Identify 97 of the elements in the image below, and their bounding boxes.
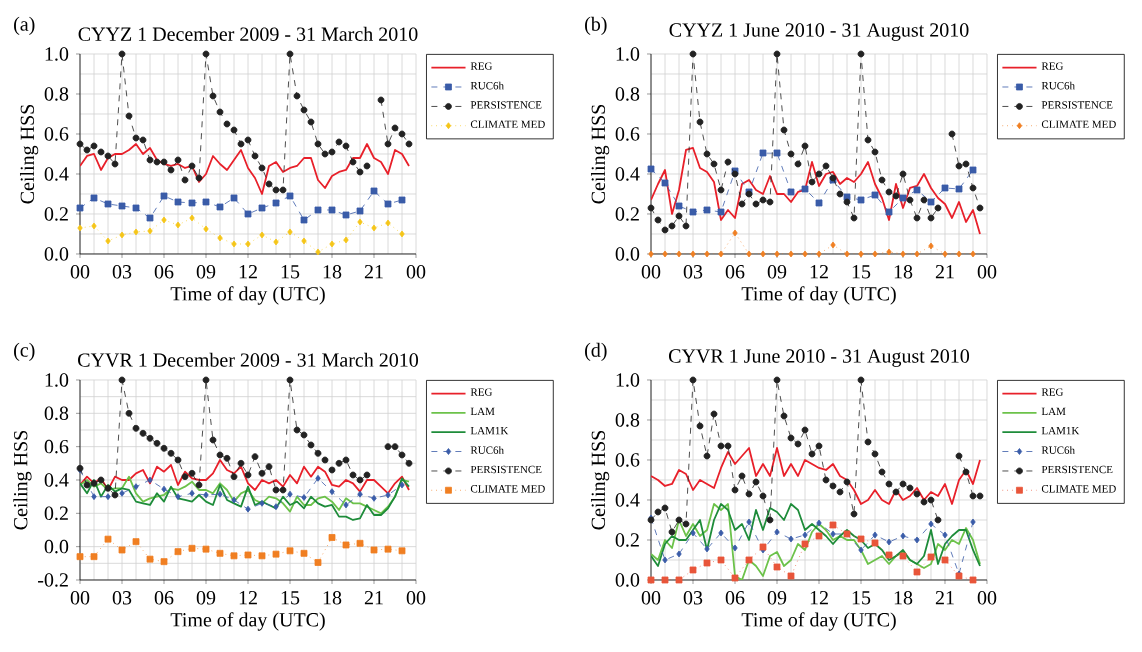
y-axis-title: Ceiling HSS bbox=[590, 430, 610, 530]
legend-label: RUC6h bbox=[1041, 81, 1075, 90]
x-tick-label: 12 bbox=[810, 265, 828, 279]
y-tick-label: 0.2 bbox=[44, 506, 68, 521]
legend-label: PERSISTENCE bbox=[470, 465, 542, 474]
y-tick-label: 0.4 bbox=[44, 473, 69, 487]
y-tick-label: 0.6 bbox=[44, 127, 69, 141]
y-axis-title: Ceiling HSS bbox=[13, 430, 32, 530]
x-tick-label: 00 bbox=[406, 265, 426, 279]
y-tick-label: 0.4 bbox=[44, 167, 69, 181]
x-tick-label: 15 bbox=[852, 265, 871, 279]
x-tick-label: 03 bbox=[112, 591, 132, 605]
x-tick-label: 15 bbox=[281, 265, 300, 279]
y-tick-label: 0.0 bbox=[44, 539, 69, 554]
x-tick-label: 06 bbox=[154, 591, 174, 605]
text: (c) bbox=[14, 342, 35, 361]
x-tick-label: 06 bbox=[725, 591, 745, 605]
y-tick-label: 0.0 bbox=[44, 247, 69, 261]
x-axis-title: Time of day (UTC) bbox=[170, 286, 325, 305]
x-tick-label: 06 bbox=[154, 265, 174, 279]
y-axis-title: Ceiling HSS bbox=[590, 104, 610, 204]
legend-label: CLIMATE MED bbox=[470, 120, 545, 128]
chart-title: CYYZ 1 December 2009 - 31 March 2010 bbox=[78, 26, 418, 41]
y-tick-label: 0.4 bbox=[615, 167, 640, 181]
y-tick-label: 1.0 bbox=[616, 47, 640, 61]
legend-label: CLIMATE MED bbox=[1041, 120, 1116, 128]
x-tick-label: 21 bbox=[364, 265, 383, 279]
x-tick-label: 18 bbox=[894, 265, 913, 279]
legend-label: LAM1K bbox=[1041, 426, 1080, 435]
y-tick-label: 0.8 bbox=[44, 87, 69, 101]
x-tick-label: 15 bbox=[852, 591, 871, 605]
x-tick-label: 00 bbox=[977, 265, 997, 279]
y-tick-label: 0.6 bbox=[615, 453, 640, 467]
x-tick-label: 18 bbox=[323, 591, 342, 605]
y-tick-label: 0.2 bbox=[615, 533, 639, 547]
legend-label: LAM1K bbox=[470, 426, 509, 435]
legend-label: REG bbox=[470, 388, 493, 396]
x-tick-label: 12 bbox=[239, 591, 257, 605]
text: (b) bbox=[585, 16, 607, 35]
chart-title: CYVR 1 June 2010 - 31 August 2010 bbox=[668, 349, 970, 367]
y-tick-label: 0.8 bbox=[615, 87, 640, 101]
x-tick-label: 03 bbox=[112, 265, 132, 279]
legend-label: RUC6h bbox=[470, 446, 504, 454]
legend-label: RUC6h bbox=[1041, 446, 1075, 454]
y-tick-label: -0.2 bbox=[38, 573, 68, 587]
x-tick-label: 00 bbox=[406, 591, 426, 605]
y-tick-label: 1.0 bbox=[45, 47, 69, 61]
legend-label: PERSISTENCE bbox=[1041, 101, 1113, 109]
y-tick-label: 1.0 bbox=[45, 373, 69, 387]
x-tick-label: 00 bbox=[70, 591, 90, 605]
x-tick-label: 09 bbox=[196, 265, 216, 279]
y-tick-label: 0.2 bbox=[44, 207, 68, 221]
y-tick-label: 0.8 bbox=[44, 406, 69, 421]
chart-title: CYVR 1 December 2009 - 31 March 2010 bbox=[78, 352, 419, 367]
x-axis-title: Time of day (UTC) bbox=[741, 286, 896, 305]
legend-label: LAM bbox=[470, 407, 495, 415]
y-axis-title: Ceiling HSS bbox=[20, 104, 39, 204]
legend-label: REG bbox=[1041, 388, 1064, 396]
legend-label: CLIMATE MED bbox=[1041, 485, 1116, 493]
x-tick-label: 12 bbox=[810, 591, 828, 605]
text: (d) bbox=[585, 342, 607, 361]
y-tick-label: 0.0 bbox=[615, 247, 640, 261]
x-tick-label: 00 bbox=[641, 265, 661, 279]
x-tick-label: 00 bbox=[70, 265, 90, 279]
x-tick-label: 21 bbox=[935, 265, 954, 279]
x-tick-label: 09 bbox=[767, 265, 787, 279]
x-tick-label: 18 bbox=[894, 591, 913, 605]
legend-label: CLIMATE MED bbox=[470, 485, 545, 493]
legend-label: PERSISTENCE bbox=[470, 101, 542, 109]
legend-label: REG bbox=[470, 62, 493, 70]
x-tick-label: 09 bbox=[196, 591, 216, 605]
x-tick-label: 18 bbox=[323, 265, 342, 279]
legend-label: RUC6h bbox=[470, 81, 504, 90]
x-tick-label: 21 bbox=[364, 591, 383, 605]
x-tick-label: 03 bbox=[683, 265, 703, 279]
x-tick-label: 00 bbox=[977, 591, 997, 605]
y-tick-label: 0.4 bbox=[615, 493, 640, 507]
x-tick-label: 00 bbox=[641, 591, 661, 605]
y-tick-label: 0.6 bbox=[44, 439, 69, 454]
y-tick-label: 0.8 bbox=[615, 413, 640, 427]
y-tick-label: 0.0 bbox=[615, 573, 640, 587]
x-axis-title: Time of day (UTC) bbox=[170, 612, 325, 631]
x-axis-title: Time of day (UTC) bbox=[741, 612, 896, 631]
text: (a) bbox=[14, 16, 35, 35]
legend-label: PERSISTENCE bbox=[1041, 465, 1113, 474]
legend-label: REG bbox=[1041, 62, 1064, 70]
chart-title: CYYZ 1 June 2010 - 31 August 2010 bbox=[669, 23, 969, 41]
x-tick-label: 21 bbox=[935, 591, 954, 605]
y-tick-label: 0.6 bbox=[615, 127, 640, 141]
x-tick-label: 15 bbox=[281, 591, 300, 605]
y-tick-label: 0.2 bbox=[615, 207, 639, 221]
x-tick-label: 12 bbox=[239, 265, 257, 279]
x-tick-label: 06 bbox=[725, 265, 745, 279]
x-tick-label: 03 bbox=[683, 591, 703, 605]
y-tick-label: 1.0 bbox=[616, 373, 640, 387]
x-tick-label: 09 bbox=[767, 591, 787, 605]
legend-label: LAM bbox=[1041, 407, 1066, 415]
